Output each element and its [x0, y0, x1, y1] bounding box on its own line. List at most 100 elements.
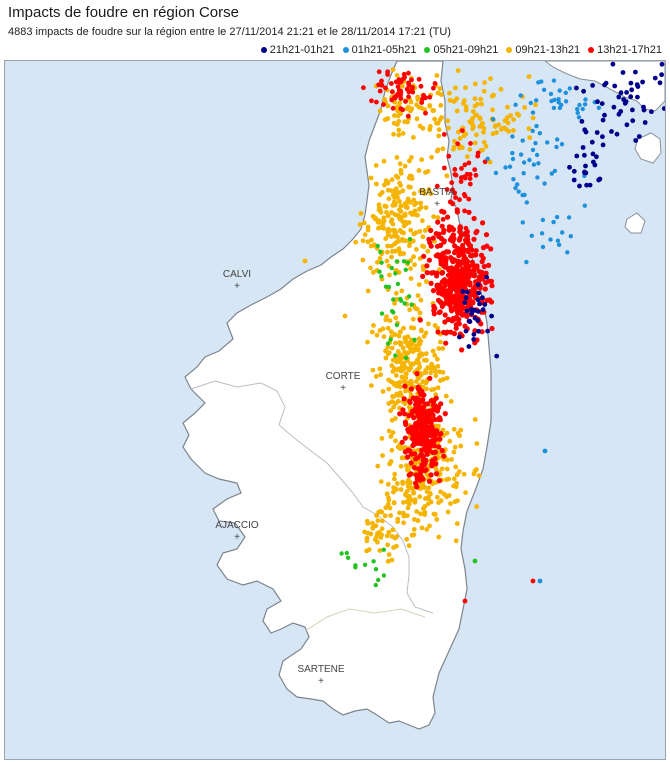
- lightning-strike-point: [456, 469, 462, 474]
- legend: 21h21-01h21 01h21-05h21 05h21-09h21 09h2…: [260, 44, 662, 56]
- lightning-strike-point: [417, 310, 423, 316]
- internal-boundary: [304, 608, 426, 632]
- lightning-strike-point: [459, 347, 465, 353]
- lightning-strike-point: [377, 108, 383, 114]
- lightning-strike-point: [491, 117, 496, 122]
- lightning-strike-point: [362, 232, 368, 238]
- lightning-strike-point: [539, 231, 545, 236]
- lightning-strike-point: [438, 235, 444, 242]
- lightning-strike-point: [479, 101, 485, 107]
- lightning-strike-point: [421, 456, 427, 462]
- lightning-strike-point: [567, 164, 572, 170]
- map-frame: BASTIA + CALVI + CORTE + AJACCIO + SARTENE +: [4, 60, 666, 760]
- lightning-strike-point: [540, 244, 546, 250]
- lightning-strike-point: [471, 337, 477, 342]
- lightning-strike-point: [436, 444, 442, 450]
- lightning-strike-point: [450, 232, 456, 238]
- lightning-strike-point: [453, 325, 459, 331]
- lightning-strike-point: [652, 75, 658, 81]
- lightning-strike-point: [455, 309, 461, 316]
- lightning-strike-point: [391, 500, 397, 506]
- lightning-strike-point: [430, 235, 436, 241]
- lightning-strike-point: [537, 578, 543, 584]
- lightning-strike-point: [384, 258, 390, 264]
- legend-label: 05h21-09h21: [433, 44, 499, 56]
- lightning-strike-point: [422, 401, 428, 407]
- lightning-strike-point: [423, 205, 429, 211]
- lightning-strike-point: [424, 263, 430, 269]
- lightning-strike-point: [633, 69, 638, 75]
- lightning-strike-point: [571, 177, 577, 183]
- lightning-strike-point: [555, 137, 560, 142]
- lightning-strike-point: [476, 328, 481, 334]
- lightning-strike-point: [548, 237, 553, 242]
- lightning-strike-point: [472, 140, 478, 146]
- lightning-strike-point: [400, 345, 406, 351]
- lightning-strike-point: [402, 213, 408, 219]
- lightning-strike-point: [443, 330, 449, 336]
- lightning-strike-point: [390, 203, 396, 208]
- lightning-strike-point: [453, 195, 458, 200]
- lightning-strike-point: [381, 158, 387, 164]
- lightning-strike-point: [409, 85, 415, 91]
- lightning-strike-point: [402, 74, 407, 80]
- city-label: CORTE: [326, 371, 361, 382]
- lightning-strike-point: [386, 552, 392, 557]
- lightning-strike-point: [431, 439, 437, 445]
- lightning-strike-point: [395, 481, 400, 486]
- lightning-strike-point: [411, 191, 417, 197]
- lightning-strike-point: [462, 300, 468, 305]
- lightning-strike-point: [471, 236, 477, 242]
- lightning-strike-point: [447, 438, 453, 444]
- lightning-strike-point: [426, 187, 432, 192]
- lightning-strike-point: [498, 86, 504, 92]
- lightning-strike-point: [480, 147, 485, 153]
- lightning-strike-point: [448, 501, 453, 506]
- lightning-strike-point: [383, 348, 388, 354]
- lightning-strike-point: [399, 439, 405, 445]
- lightning-strike-point: [483, 144, 489, 149]
- lightning-strike-point: [542, 181, 547, 186]
- lightning-strike-point: [420, 234, 426, 240]
- lightning-strike-point: [393, 230, 399, 236]
- lightning-strike-point: [481, 126, 487, 131]
- lightning-strike-point: [451, 449, 457, 455]
- lightning-strike-point: [478, 252, 485, 258]
- lightning-strike-point: [339, 551, 344, 556]
- lightning-strike-point: [436, 290, 442, 296]
- lightning-strike-point: [438, 401, 444, 407]
- lightning-strike-point: [477, 301, 482, 307]
- lightning-strike-point: [560, 230, 565, 235]
- lightning-strike-point: [377, 328, 383, 333]
- lightning-strike-point: [403, 421, 409, 427]
- lightning-strike-point: [393, 416, 398, 421]
- lightning-strike-point: [473, 248, 479, 254]
- lightning-strike-point: [386, 386, 392, 392]
- lightning-strike-point: [467, 280, 473, 286]
- lightning-strike-point: [397, 446, 403, 451]
- lightning-strike-point: [385, 542, 390, 548]
- lightning-strike-point: [419, 388, 425, 395]
- legend-item-1: 21h21-01h21: [260, 44, 335, 56]
- lightning-strike-point: [467, 119, 473, 125]
- lightning-strike-point: [442, 165, 447, 171]
- lightning-strike-point: [450, 187, 455, 193]
- lightning-strike-point: [439, 448, 445, 454]
- city-marker-icon: +: [234, 532, 240, 543]
- lightning-strike-point: [385, 249, 390, 255]
- legend-dot-icon: [260, 47, 267, 53]
- lightning-strike-point: [438, 498, 444, 504]
- lightning-strike-point: [357, 222, 363, 228]
- lightning-strike-point: [482, 159, 488, 165]
- lightning-strike-point: [418, 204, 424, 210]
- lightning-strike-point: [405, 505, 411, 511]
- lightning-strike-point: [450, 238, 456, 244]
- lightning-strike-point: [623, 99, 629, 104]
- lightning-strike-point: [422, 191, 427, 196]
- lightning-strike-point: [534, 152, 540, 158]
- lightning-strike-point: [409, 532, 415, 538]
- lightning-strike-point: [472, 328, 478, 334]
- lightning-strike-point: [428, 191, 434, 197]
- lightning-strike-point: [386, 350, 392, 356]
- lightning-strike-point: [376, 509, 381, 515]
